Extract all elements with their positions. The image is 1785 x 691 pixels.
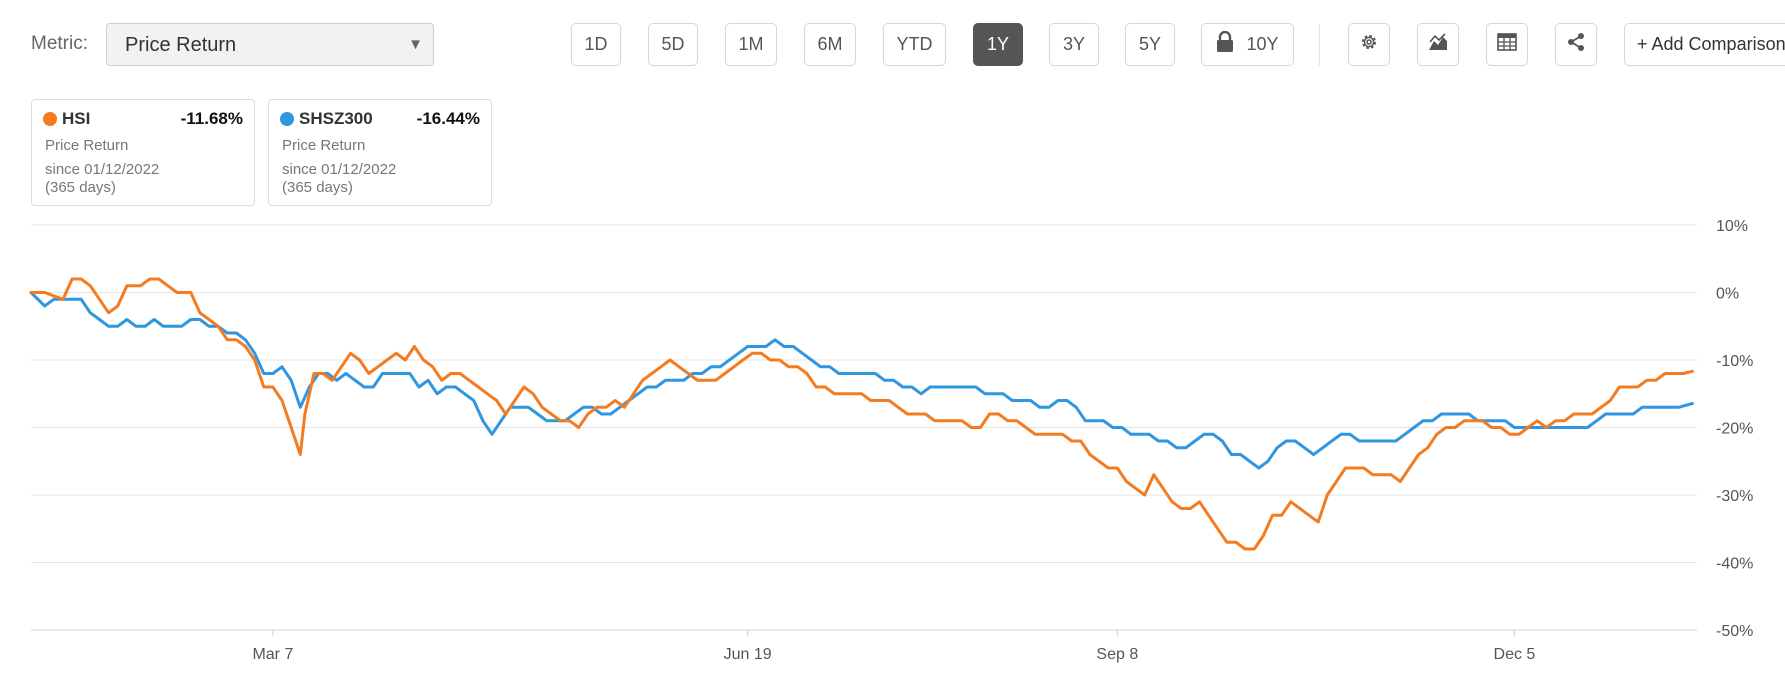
series-metric: Price Return — [45, 137, 129, 154]
y-tick-label: 0% — [1716, 286, 1739, 303]
share-icon — [1566, 32, 1586, 57]
metric-select[interactable]: Price Return ▼ — [106, 23, 434, 66]
x-tick-label: Sep 8 — [1096, 646, 1138, 663]
range-label: 1D — [584, 34, 608, 54]
range-button-1m[interactable]: 1M — [725, 23, 777, 66]
since-date: since 01/12/2022 — [45, 161, 160, 178]
range-label: 1Y — [986, 34, 1010, 54]
caret-down-icon: ▼ — [408, 36, 423, 53]
y-tick-label: 10% — [1716, 218, 1748, 235]
metric-select-value: Price Return — [125, 34, 237, 56]
x-tick-label: Jun 19 — [724, 646, 772, 663]
series-since: since 01/12/2022 (365 days) — [45, 161, 159, 197]
series-name: HSI — [62, 109, 91, 128]
range-button-6m[interactable]: 6M — [804, 23, 856, 66]
range-button-1d[interactable]: 1D — [571, 23, 621, 66]
chart-type-button[interactable] — [1417, 23, 1459, 66]
y-tick-label: -10% — [1716, 353, 1753, 370]
range-label: 3Y — [1062, 34, 1086, 54]
y-tick-label: -30% — [1716, 488, 1753, 505]
series-since: since 01/12/2022 (365 days) — [282, 161, 396, 197]
legend-card-hsi[interactable]: HSI -11.68% Price Return since 01/12/202… — [31, 99, 255, 206]
range-button-3y[interactable]: 3Y — [1049, 23, 1099, 66]
range-label: YTD — [896, 34, 933, 54]
y-tick-label: -40% — [1716, 556, 1753, 573]
range-button-ytd[interactable]: YTD — [883, 23, 946, 66]
metric-label: Metric: — [31, 33, 88, 54]
add-comparison-label: + Add Comparison — [1637, 34, 1785, 54]
range-button-5y[interactable]: 5Y — [1125, 23, 1175, 66]
series-line-hsi — [29, 277, 1694, 551]
share-button[interactable] — [1555, 23, 1597, 66]
table-icon — [1497, 33, 1517, 56]
series-metric: Price Return — [282, 137, 366, 154]
series-name: SHSZ300 — [299, 109, 373, 128]
since-days: (365 days) — [282, 179, 353, 196]
series-return: -16.44% — [416, 109, 480, 128]
range-button-5d[interactable]: 5D — [648, 23, 698, 66]
toolbar-divider — [1319, 24, 1320, 66]
series-color-dot — [43, 112, 57, 126]
range-label: 1M — [738, 34, 764, 54]
y-tick-label: -20% — [1716, 421, 1753, 438]
legend-card-shsz300[interactable]: SHSZ300 -16.44% Price Return since 01/12… — [268, 99, 492, 206]
settings-button[interactable] — [1348, 23, 1390, 66]
x-tick-label: Dec 5 — [1494, 646, 1536, 663]
series-return: -11.68% — [180, 109, 243, 128]
range-label: 5D — [661, 34, 685, 54]
range-label: 10Y — [1246, 34, 1279, 54]
lock-icon — [1216, 30, 1234, 58]
gear-icon — [1359, 32, 1379, 57]
range-label: 5Y — [1138, 34, 1162, 54]
series-line-shsz300 — [29, 291, 1694, 470]
table-button[interactable] — [1486, 23, 1528, 66]
since-date: since 01/12/2022 — [282, 161, 397, 178]
x-tick-label: Mar 7 — [252, 646, 293, 663]
y-tick-label: -50% — [1716, 623, 1753, 640]
chart-type-icon — [1427, 32, 1449, 57]
range-button-10y[interactable]: 10Y — [1201, 23, 1294, 66]
since-days: (365 days) — [45, 179, 116, 196]
range-label: 6M — [817, 34, 843, 54]
range-button-1y[interactable]: 1Y — [973, 23, 1023, 66]
add-comparison-button[interactable]: + Add Comparison — [1624, 23, 1785, 66]
series-color-dot — [280, 112, 294, 126]
